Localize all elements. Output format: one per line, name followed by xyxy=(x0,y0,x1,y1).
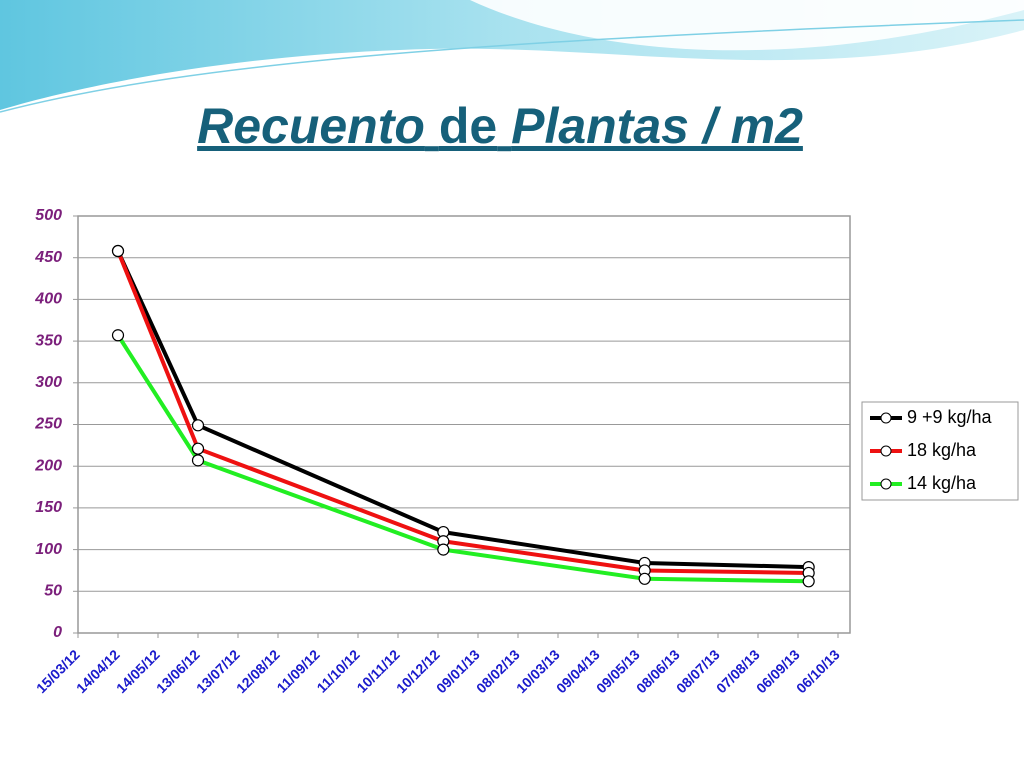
legend-marker xyxy=(880,445,892,457)
legend-marker xyxy=(880,478,892,490)
header-wave-line xyxy=(0,19,1024,113)
data-point xyxy=(111,244,125,258)
legend-marker xyxy=(880,412,892,424)
y-tick-label: 300 xyxy=(35,374,62,391)
y-tick-label: 0 xyxy=(53,624,62,641)
x-tick-label: 12/08/12 xyxy=(233,646,283,696)
header-wave-white xyxy=(470,0,1024,51)
title-part: de xyxy=(439,98,497,154)
x-tick-label: 11/09/12 xyxy=(273,646,322,695)
data-point xyxy=(191,442,205,455)
y-tick-label: 350 xyxy=(35,332,62,349)
data-point xyxy=(191,454,205,467)
data-point xyxy=(191,419,205,432)
legend-label: 14 kg/ha xyxy=(907,473,977,493)
legend-label: 9 +9 kg/ha xyxy=(907,407,993,427)
data-point xyxy=(802,575,815,588)
y-tick-label: 450 xyxy=(34,249,62,266)
y-tick-label: 100 xyxy=(35,541,62,558)
y-tick-label: 500 xyxy=(35,207,62,224)
y-tick-label: 400 xyxy=(34,291,62,308)
y-tick-label: 200 xyxy=(34,457,62,474)
data-point xyxy=(638,572,651,585)
y-tick-label: 50 xyxy=(44,583,62,600)
title-part: Recuento xyxy=(197,98,425,154)
chart-title: Recuento de Plantas / m2 xyxy=(197,98,803,154)
data-point xyxy=(111,329,125,342)
title-part: Plantas / m2 xyxy=(511,98,803,154)
x-tick-label: 11/10/12 xyxy=(313,646,362,695)
legend-label: 18 kg/ha xyxy=(907,440,977,460)
data-point xyxy=(437,543,450,556)
x-tick-label: 06/10/13 xyxy=(793,646,843,696)
y-tick-label: 150 xyxy=(35,499,62,516)
y-tick-label: 250 xyxy=(34,416,62,433)
